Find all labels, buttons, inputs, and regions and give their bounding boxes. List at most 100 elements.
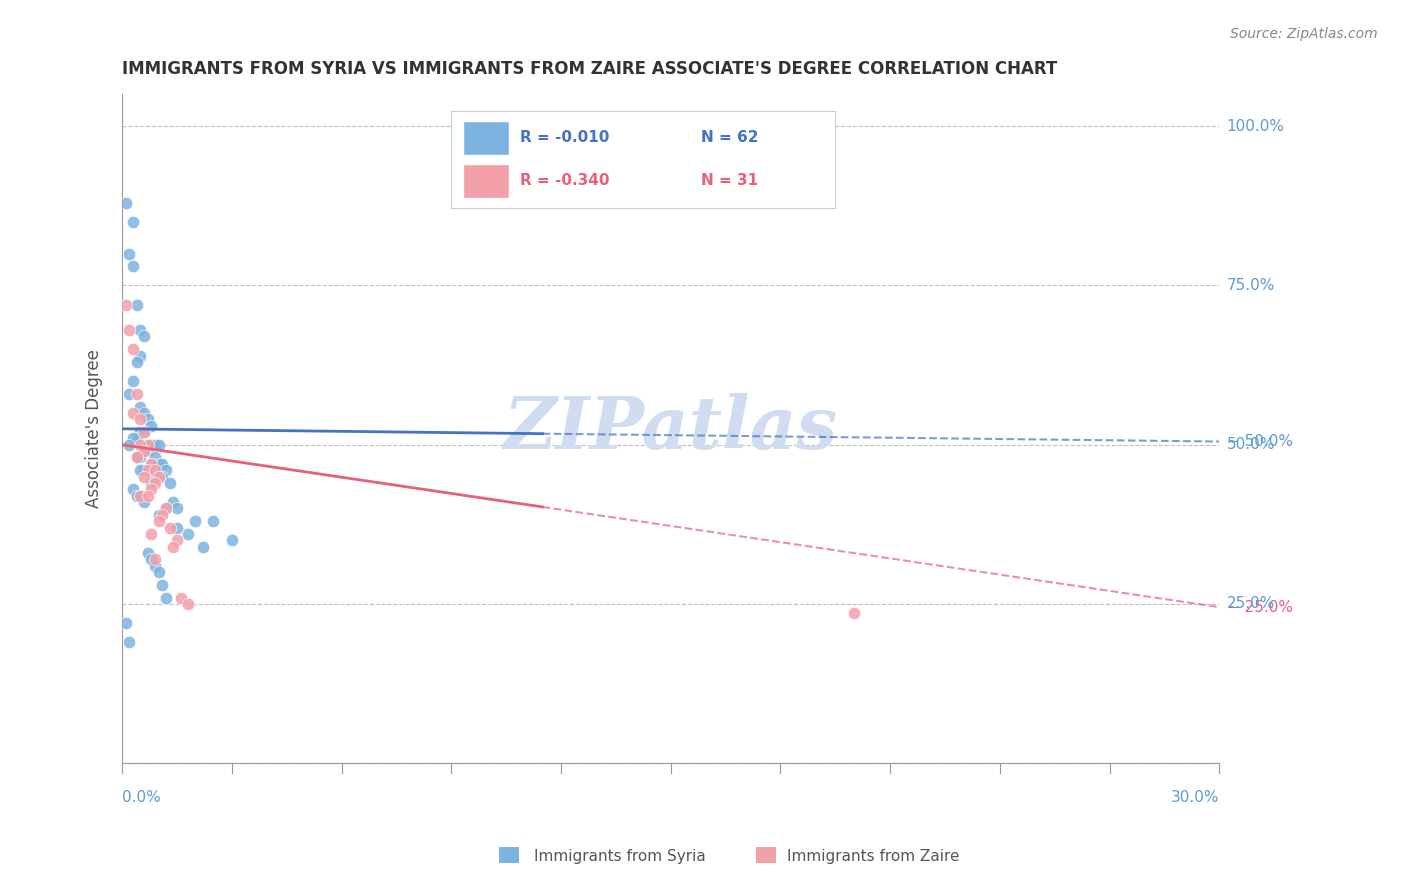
Point [143, 438, 166, 452]
Point [166, 501, 188, 516]
Point [162, 540, 184, 554]
Point [136, 546, 159, 560]
Point [148, 469, 170, 483]
Point [159, 520, 181, 534]
Text: ~ 25.0%: ~ 25.0% [1226, 599, 1292, 615]
Point [842, 607, 865, 621]
Point [148, 508, 170, 522]
Point [150, 578, 173, 592]
Point [177, 597, 200, 611]
Point [141, 552, 163, 566]
Point [132, 444, 155, 458]
Point [129, 438, 152, 452]
Text: Immigrants from Syria: Immigrants from Syria [534, 849, 706, 863]
Point [141, 418, 163, 433]
Point [155, 591, 177, 605]
Point [136, 412, 159, 426]
Point [143, 552, 166, 566]
Point [143, 469, 166, 483]
Point [132, 406, 155, 420]
Point [136, 444, 159, 458]
Point [118, 635, 141, 649]
Point [150, 457, 173, 471]
Point [148, 514, 170, 528]
Point [129, 349, 152, 363]
Text: 50.0%: 50.0% [1226, 437, 1275, 452]
Point [118, 438, 141, 452]
Point [177, 527, 200, 541]
Point [155, 501, 177, 516]
Point [125, 355, 148, 369]
Point [125, 431, 148, 445]
Point [132, 495, 155, 509]
Point [162, 495, 184, 509]
Point [148, 438, 170, 452]
Point [143, 558, 166, 573]
Text: Source: ZipAtlas.com: Source: ZipAtlas.com [1230, 27, 1378, 41]
Point [122, 431, 145, 445]
Point [150, 508, 173, 522]
Point [169, 591, 191, 605]
Text: 75.0%: 75.0% [1226, 278, 1275, 293]
Point [155, 463, 177, 477]
Text: 0.0%: 0.0% [122, 790, 160, 805]
Point [122, 342, 145, 356]
Text: ZIPatlas: ZIPatlas [503, 393, 838, 465]
Text: 25.0%: 25.0% [1226, 597, 1275, 611]
Point [122, 483, 145, 497]
Point [148, 457, 170, 471]
Point [118, 323, 141, 337]
Point [129, 323, 152, 337]
Point [143, 450, 166, 465]
Point [141, 483, 163, 497]
Point [184, 514, 207, 528]
Point [150, 469, 173, 483]
Point [136, 463, 159, 477]
Point [129, 489, 152, 503]
Point [136, 438, 159, 452]
Point [155, 501, 177, 516]
Point [125, 386, 148, 401]
Point [129, 425, 152, 439]
Point [122, 260, 145, 274]
Point [143, 475, 166, 490]
Point [148, 565, 170, 579]
Point [114, 195, 136, 210]
Point [125, 450, 148, 465]
Point [122, 215, 145, 229]
Point [141, 438, 163, 452]
Point [125, 489, 148, 503]
Point [122, 374, 145, 388]
Point [141, 457, 163, 471]
Point [118, 246, 141, 260]
Point [118, 386, 141, 401]
Text: 30.0%: 30.0% [1171, 790, 1219, 805]
Text: ~ 50.0%: ~ 50.0% [1226, 434, 1292, 449]
Point [129, 450, 152, 465]
Point [132, 463, 155, 477]
Point [122, 406, 145, 420]
Point [136, 463, 159, 477]
Y-axis label: Associate's Degree: Associate's Degree [86, 350, 103, 508]
Point [129, 489, 152, 503]
Point [132, 469, 155, 483]
Point [132, 329, 155, 343]
Point [114, 615, 136, 630]
Point [191, 540, 214, 554]
Point [141, 457, 163, 471]
Point [141, 527, 163, 541]
Point [136, 489, 159, 503]
Point [202, 514, 225, 528]
Point [166, 520, 188, 534]
Point [148, 469, 170, 483]
Point [166, 533, 188, 548]
Point [129, 463, 152, 477]
Text: IMMIGRANTS FROM SYRIA VS IMMIGRANTS FROM ZAIRE ASSOCIATE'S DEGREE CORRELATION CH: IMMIGRANTS FROM SYRIA VS IMMIGRANTS FROM… [122, 60, 1057, 78]
Point [129, 412, 152, 426]
Text: Immigrants from Zaire: Immigrants from Zaire [787, 849, 960, 863]
Point [132, 425, 155, 439]
Point [143, 463, 166, 477]
Point [125, 297, 148, 311]
Text: 100.0%: 100.0% [1226, 119, 1285, 134]
Point [114, 297, 136, 311]
